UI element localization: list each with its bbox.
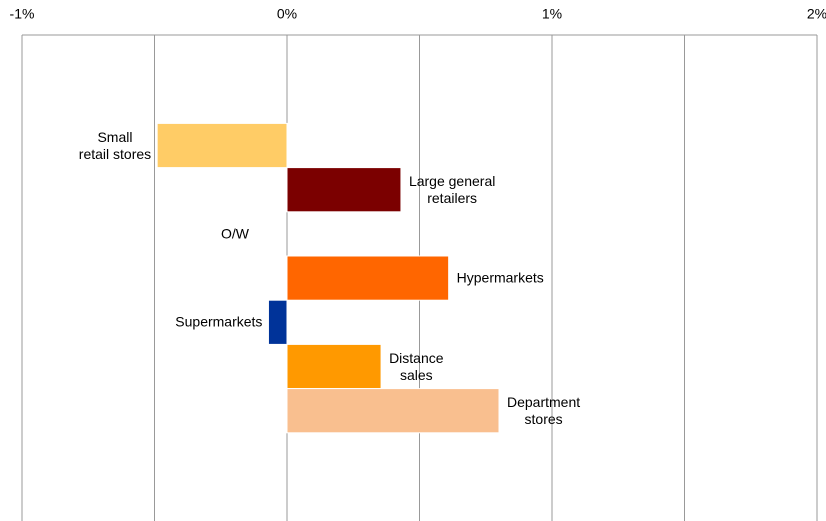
category-label: Supermarkets [175, 313, 263, 330]
category-label: Large general retailers [408, 172, 496, 206]
bar [267, 299, 288, 345]
category-label: Small retail stores [78, 128, 152, 162]
x-tick-label: -1% [10, 6, 35, 22]
x-tick-label: 2% [807, 6, 826, 22]
bar [286, 388, 500, 434]
x-tick-label: 1% [542, 6, 562, 22]
bar [286, 343, 382, 390]
category-label: Distance sales [389, 349, 444, 383]
bar [156, 122, 288, 169]
category-label: Department stores [507, 393, 581, 427]
bar [286, 255, 450, 301]
bar [286, 167, 402, 213]
category-label: O/W [221, 225, 249, 242]
x-tick-label: 0% [277, 6, 297, 22]
category-label: Hypermarkets [456, 269, 544, 286]
